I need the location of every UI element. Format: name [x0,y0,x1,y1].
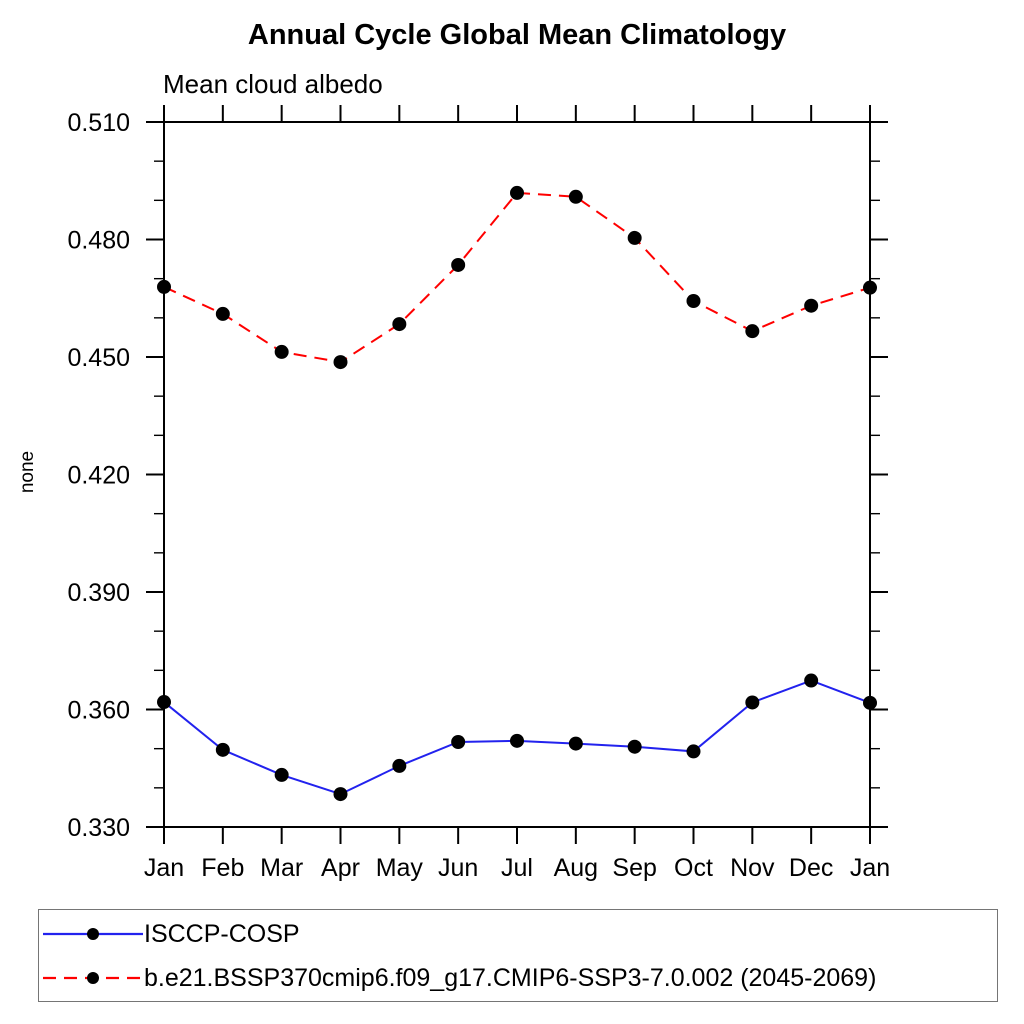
data-point-marker [863,695,877,710]
x-tick-label: Nov [730,854,775,882]
y-tick-label: 0.420 [67,462,130,490]
data-point-marker [686,293,701,308]
legend-series-label: ISCCP-COSP [144,920,300,948]
data-point-marker [392,317,407,332]
legend-item: b.e21.BSSP370cmip6.f09_g17.CMIP6-SSP3-7.… [43,961,876,995]
data-point-marker [863,280,877,295]
data-point-marker [333,787,348,802]
data-point-marker [745,324,760,339]
y-tick-label: 0.390 [67,579,130,607]
data-point-marker [451,257,466,272]
x-tick-label: Apr [321,854,360,882]
data-point-marker [392,758,407,773]
data-point-marker [627,230,642,245]
legend-marker-icon [87,928,99,940]
axis-frame [163,121,871,828]
y-tick-label: 0.450 [67,344,130,372]
x-tick-label: Jun [438,854,478,882]
data-point-marker [627,739,642,754]
x-tick-label: Oct [674,854,713,882]
y-tick-label: 0.510 [67,109,130,137]
y-tick-label: 0.360 [67,697,130,725]
x-tick-label: Sep [612,854,656,882]
x-tick-label: Jul [501,854,533,882]
chart-subtitle: Mean cloud albedo [163,69,383,99]
data-point-marker [274,344,289,359]
y-tick-label: 0.330 [67,814,130,842]
x-tick-label: Jan [850,854,890,882]
x-tick-label: Mar [260,854,303,882]
data-point-marker [804,298,819,313]
chart-title: Annual Cycle Global Mean Climatology [247,19,787,51]
data-point-marker [333,355,348,370]
legend-box: ISCCP-COSP b.e21.BSSP370cmip6.f09_g17.CM… [38,909,998,1002]
legend-series-label: b.e21.BSSP370cmip6.f09_g17.CMIP6-SSP3-7.… [144,964,877,992]
data-point-marker [157,695,171,710]
x-tick-label: Aug [554,854,598,882]
data-point-marker [568,189,583,204]
x-tick-label: Feb [201,854,244,882]
legend-item: ISCCP-COSP [43,917,300,951]
data-point-marker [274,767,289,782]
data-point-marker [157,279,171,294]
data-point-marker [510,185,524,200]
data-point-marker [568,736,583,751]
data-point-marker [686,744,701,759]
legend-line-sample-solid [43,928,143,940]
x-tick-label: Jan [144,854,184,882]
series-line [163,191,871,364]
legend-marker-icon [87,972,99,984]
x-tick-label: Dec [789,854,833,882]
data-point-marker [451,735,466,750]
y-tick-label: 0.480 [67,227,130,255]
data-point-marker [510,733,524,748]
data-point-marker [215,306,230,321]
data-point-marker [215,742,230,757]
data-point-marker [804,673,819,688]
data-point-marker [745,695,760,710]
x-tick-label: May [376,854,424,882]
legend-line-sample-dashed [43,972,143,984]
